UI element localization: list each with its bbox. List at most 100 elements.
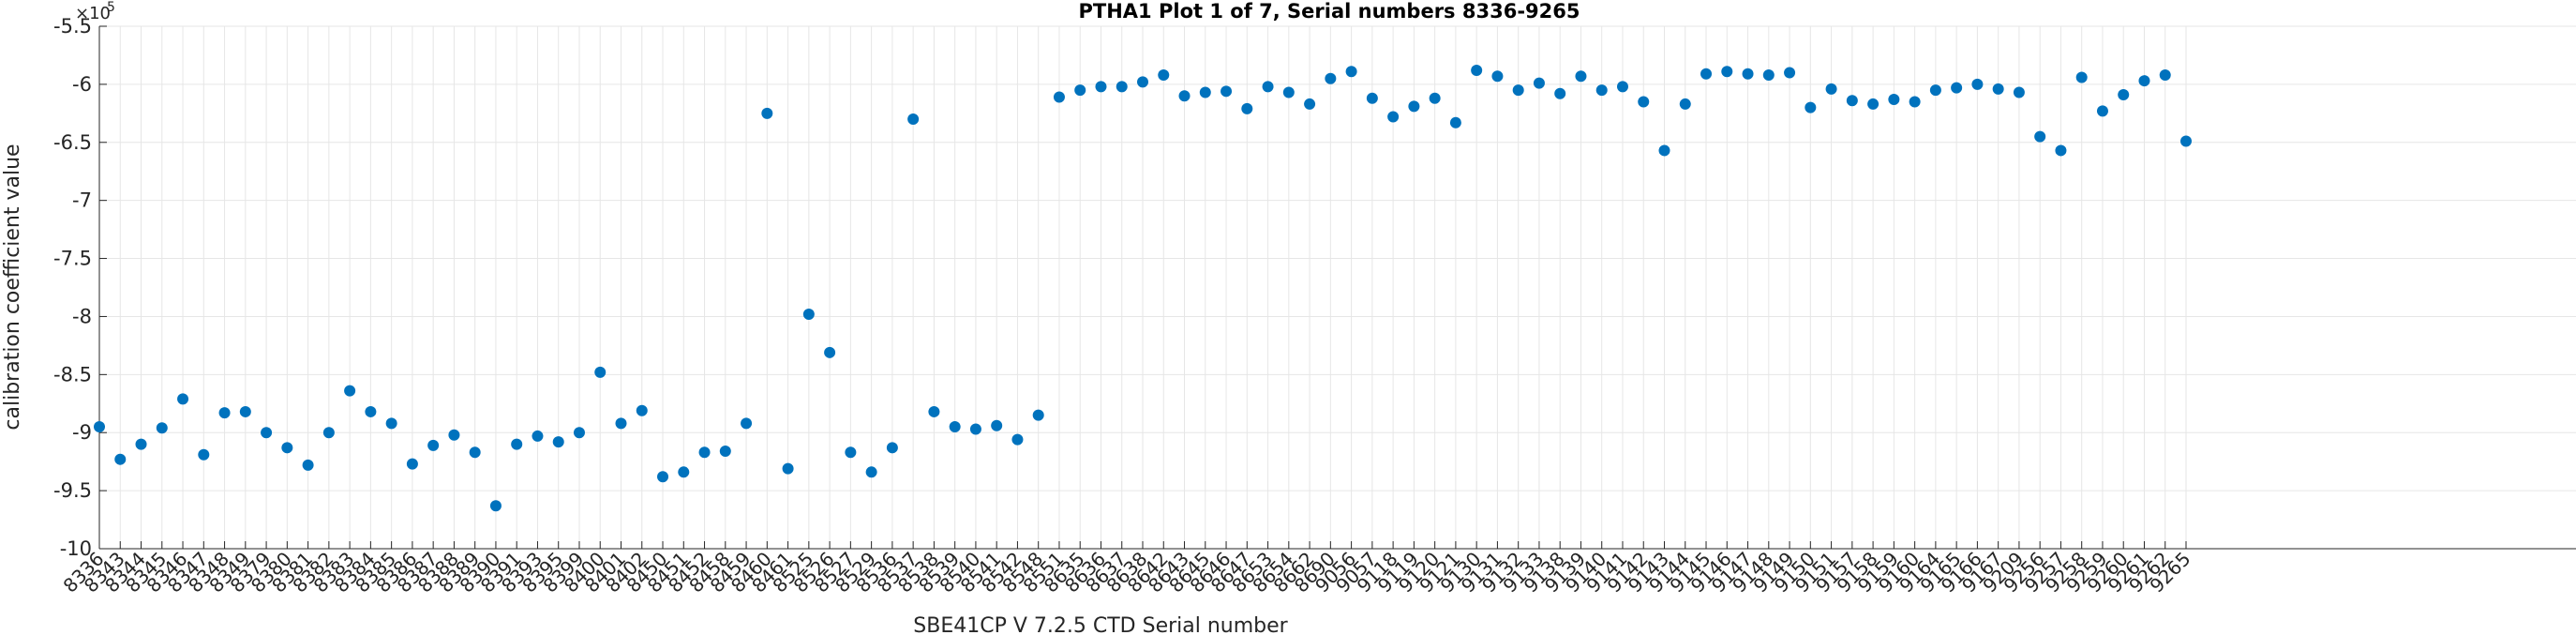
data-point-8461 xyxy=(782,462,794,475)
data-point-8347 xyxy=(198,448,210,461)
data-point-9257 xyxy=(2055,144,2067,157)
data-point-9144 xyxy=(1679,98,1691,110)
data-point-9260 xyxy=(2118,89,2130,101)
data-point-9150 xyxy=(1805,101,1817,113)
data-point-9142 xyxy=(1638,96,1650,108)
data-point-9256 xyxy=(2034,130,2046,143)
plot-area xyxy=(83,26,2576,549)
y-tick-label: -6.5 xyxy=(53,131,92,154)
data-points xyxy=(94,65,2192,512)
data-point-8638 xyxy=(1137,76,1148,88)
chart-title: PTHA1 Plot 1 of 7, Serial numbers 8336-9… xyxy=(1079,0,1580,23)
data-point-8525 xyxy=(802,308,815,320)
data-point-8540 xyxy=(969,423,981,435)
data-point-8451 xyxy=(678,466,690,478)
data-point-8527 xyxy=(845,446,857,459)
data-point-8399 xyxy=(573,427,585,439)
data-point-9148 xyxy=(1762,68,1775,81)
data-point-9151 xyxy=(1825,83,1837,95)
data-point-9119 xyxy=(1408,100,1420,113)
data-point-9139 xyxy=(1575,70,1587,83)
data-point-8383 xyxy=(344,385,356,397)
data-point-9209 xyxy=(2013,86,2025,98)
y-tick-label: -9.5 xyxy=(53,479,92,502)
y-tick-label: -5.5 xyxy=(53,15,92,38)
y-axis-exponent-power: -5 xyxy=(102,0,115,15)
y-axis-exponent-base: ×10 xyxy=(75,4,111,23)
y-tick-labels: -5.5 -6 -6.5 -7 -7.5 -8 -8.5 -9 -9.5 -10 xyxy=(53,15,92,560)
data-point-8548 xyxy=(1032,409,1044,421)
data-point-8345 xyxy=(156,422,168,434)
data-point-9166 xyxy=(1971,78,1984,90)
data-point-8643 xyxy=(1178,90,1191,102)
y-axis-label: calibration coefficient value xyxy=(1,144,24,430)
data-point-9262 xyxy=(2159,68,2171,81)
data-point-8382 xyxy=(322,427,335,439)
data-point-8662 xyxy=(1304,98,1316,110)
data-point-8636 xyxy=(1095,81,1107,93)
data-point-8458 xyxy=(719,446,731,458)
data-point-8635 xyxy=(1074,84,1086,97)
data-point-8387 xyxy=(427,439,440,451)
data-point-8349 xyxy=(239,405,251,417)
data-point-9147 xyxy=(1742,68,1754,80)
y-tick-label: -8 xyxy=(72,305,92,327)
data-point-9056 xyxy=(1345,66,1357,78)
data-point-8336 xyxy=(94,421,105,433)
data-point-9138 xyxy=(1554,87,1566,99)
data-point-8401 xyxy=(615,417,627,430)
data-point-8402 xyxy=(636,404,648,416)
data-point-8393 xyxy=(532,430,544,442)
y-tick-label: -7 xyxy=(72,189,92,212)
data-point-8388 xyxy=(448,429,460,441)
data-point-9133 xyxy=(1533,77,1545,89)
data-point-9130 xyxy=(1471,65,1483,77)
x-tick-labels: 8336834383448345834683478348834983798380… xyxy=(59,548,2195,597)
data-point-9159 xyxy=(1888,93,1900,105)
data-point-8381 xyxy=(302,459,314,471)
data-point-8654 xyxy=(1282,86,1295,98)
data-point-9164 xyxy=(1929,84,1941,97)
data-point-9140 xyxy=(1595,84,1608,97)
data-point-9149 xyxy=(1784,67,1796,79)
data-point-8400 xyxy=(594,366,607,378)
data-point-8542 xyxy=(1011,433,1024,446)
grid-layer xyxy=(98,25,2576,550)
data-point-8391 xyxy=(511,438,523,450)
x-axis-label: SBE41CP V 7.2.5 CTD Serial number xyxy=(913,614,1288,635)
y-tick-label: -6 xyxy=(72,73,92,96)
data-point-9160 xyxy=(1909,96,1921,108)
data-point-9165 xyxy=(1951,82,1963,94)
axis-layer xyxy=(98,25,2576,550)
data-point-8384 xyxy=(365,405,377,417)
data-point-9057 xyxy=(1366,92,1378,104)
data-point-8386 xyxy=(406,458,418,470)
data-point-8653 xyxy=(1262,81,1274,93)
data-point-9131 xyxy=(1491,70,1504,83)
data-point-8538 xyxy=(928,405,940,417)
data-point-9157 xyxy=(1846,95,1858,107)
y-tick-label: -10 xyxy=(60,537,92,560)
data-point-8348 xyxy=(218,407,231,419)
data-point-9141 xyxy=(1616,81,1628,93)
data-point-8551 xyxy=(1053,91,1065,103)
data-point-8389 xyxy=(469,446,481,459)
data-point-8450 xyxy=(657,471,669,483)
data-point-8460 xyxy=(761,107,773,119)
data-point-8385 xyxy=(385,417,397,430)
data-point-8379 xyxy=(261,427,273,439)
data-point-9261 xyxy=(2138,75,2150,87)
data-point-8390 xyxy=(489,500,502,512)
data-point-9259 xyxy=(2096,105,2108,117)
data-point-8690 xyxy=(1325,72,1337,84)
data-point-9143 xyxy=(1658,144,1670,157)
data-point-8647 xyxy=(1241,102,1253,114)
data-point-8380 xyxy=(281,442,293,454)
data-point-9146 xyxy=(1721,66,1733,78)
data-point-8646 xyxy=(1221,85,1233,98)
y-tick-label: -9 xyxy=(72,421,92,444)
data-point-8529 xyxy=(865,466,877,478)
data-point-8642 xyxy=(1158,68,1170,81)
data-point-9258 xyxy=(2075,71,2088,83)
